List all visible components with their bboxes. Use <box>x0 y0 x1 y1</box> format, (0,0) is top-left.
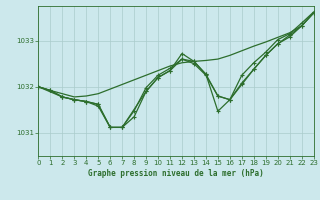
X-axis label: Graphe pression niveau de la mer (hPa): Graphe pression niveau de la mer (hPa) <box>88 169 264 178</box>
